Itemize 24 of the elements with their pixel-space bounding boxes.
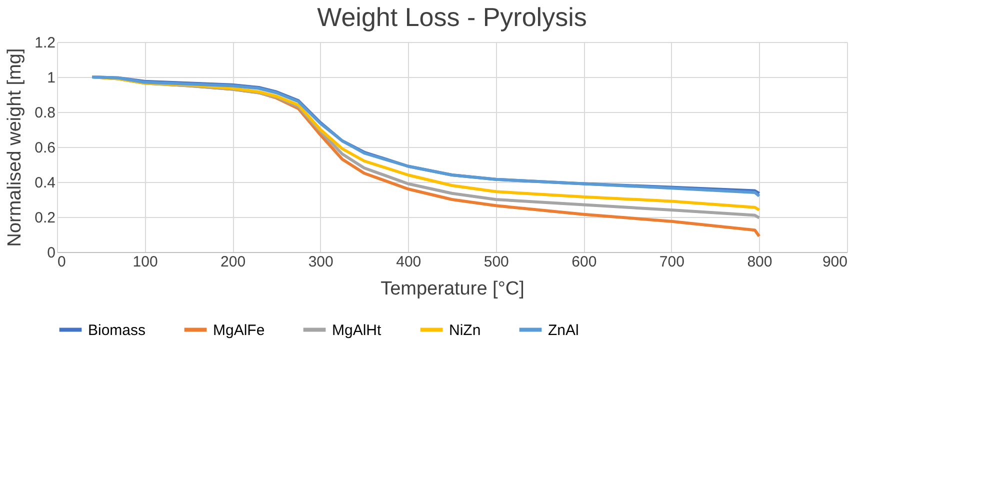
y-tick-label: 0.8 — [34, 104, 56, 122]
x-tick-label: 100 — [132, 254, 158, 270]
chart-title: Weight Loss - Pyrolysis — [317, 2, 587, 32]
legend-label: MgAlFe — [213, 322, 265, 339]
y-tick-label: 1.2 — [34, 34, 56, 52]
legend-label: NiZn — [449, 322, 481, 339]
x-tick-label: 700 — [659, 254, 684, 270]
legend-label: ZnAl — [548, 322, 579, 339]
x-tick-label: 500 — [484, 254, 509, 270]
x-axis-title: Temperature [°C] — [380, 278, 524, 300]
y-tick-label: 0.6 — [34, 140, 56, 156]
legend-label: Biomass — [88, 322, 146, 339]
y-tick-label: 0.4 — [34, 174, 56, 192]
x-tick-label: 600 — [572, 254, 597, 270]
x-tick-label: 0 — [58, 254, 66, 270]
x-tick-label: 800 — [747, 254, 772, 270]
y-tick-label: 1 — [47, 70, 56, 86]
legend-label: MgAlHt — [332, 322, 382, 339]
x-tick-label: 300 — [308, 254, 334, 270]
x-tick-label: 900 — [822, 254, 848, 270]
y-axis-title: Normalised weight [mg] — [4, 48, 26, 247]
x-tick-label: 200 — [220, 254, 246, 270]
x-tick-label: 400 — [396, 254, 422, 270]
y-tick-label: 0.2 — [34, 210, 56, 226]
